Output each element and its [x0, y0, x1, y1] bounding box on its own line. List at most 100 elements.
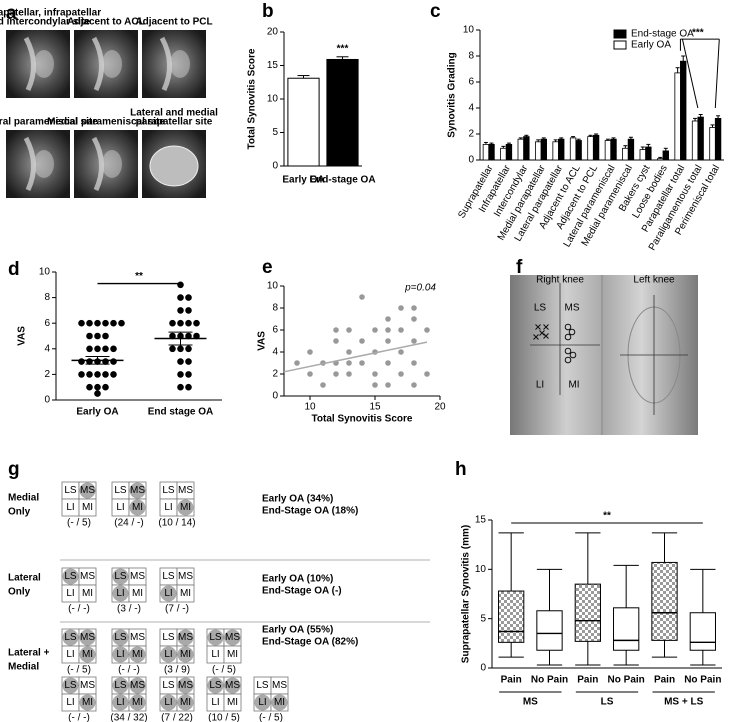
quadrant-label: MS [272, 680, 287, 691]
quadrant-label: MI [180, 588, 191, 599]
quadrant [128, 584, 147, 603]
y-tick-label: 0 [44, 395, 50, 406]
legend-swatch [613, 40, 627, 50]
shaded-region [207, 629, 224, 646]
summary: Early OA (10%) [262, 574, 333, 585]
point [110, 319, 117, 327]
quadrant-label: LS [209, 680, 222, 691]
x-tick-label: No Pain [684, 675, 721, 686]
quadrant-label: LS [162, 680, 175, 691]
x-axis-label: Total Synovitis Score [312, 414, 413, 425]
quadrant-label: MS [80, 632, 95, 643]
point [177, 281, 184, 289]
annotation: p=0.04 [404, 283, 436, 294]
quadrant [223, 645, 242, 664]
point [307, 349, 313, 355]
photo-label: LI [536, 380, 544, 391]
summary: End-Stage OA (18%) [262, 506, 358, 517]
bar [714, 118, 722, 161]
mri-detail [170, 50, 190, 78]
x-tick-label: Pain [654, 675, 675, 686]
box [651, 561, 678, 641]
row-label: Medial [8, 493, 39, 504]
point [102, 332, 109, 340]
point [110, 371, 117, 378]
bar [674, 72, 681, 161]
o-marker [569, 351, 577, 359]
quadrant-label: MI [227, 649, 238, 660]
count-label: (10 / 14) [158, 518, 195, 529]
point [333, 338, 339, 344]
box [536, 610, 563, 651]
box [574, 583, 601, 642]
bar [500, 147, 507, 161]
shaded-region [129, 482, 146, 499]
photo-label: Right knee [536, 275, 584, 286]
y-tick-label: 5 [480, 613, 486, 624]
bar [639, 149, 646, 161]
bar [697, 116, 704, 161]
quadrant-label: LS [162, 632, 175, 643]
point [398, 371, 404, 377]
quadrant-label: LS [209, 632, 222, 643]
count-label: (- / 5) [212, 665, 236, 676]
group-label: LS [601, 697, 614, 708]
point [372, 371, 378, 377]
image-label: Adjacent to PCL [135, 17, 212, 28]
o-marker [564, 356, 572, 364]
point [94, 371, 101, 378]
y-tick-label: 15 [475, 515, 487, 526]
quadrant-label: LI [116, 649, 124, 660]
row-label: Only [8, 507, 31, 518]
point [411, 316, 417, 322]
quadrant [78, 584, 97, 603]
quadrant-label: MI [132, 502, 143, 513]
y-tick-label: 0 [272, 161, 278, 172]
x-marker [535, 324, 541, 330]
shaded-region [207, 677, 224, 694]
point [424, 327, 430, 333]
bar [575, 140, 582, 161]
x-tick-label: 10 [304, 402, 316, 413]
bar [645, 146, 652, 161]
point [94, 345, 101, 353]
panel-label: f [516, 257, 523, 278]
count-label: (- / 5) [259, 713, 283, 722]
x-tick-label: No Pain [531, 675, 568, 686]
quadrant-label: LS [162, 485, 175, 496]
quadrant-label: LS [64, 680, 77, 691]
y-tick-label: 6 [44, 318, 50, 329]
shaded-region [62, 568, 79, 585]
quadrant-label: LS [64, 632, 77, 643]
point [177, 358, 184, 365]
point [346, 349, 352, 355]
y-tick-label: 10 [39, 267, 51, 278]
sig-bracket [681, 38, 699, 109]
point [398, 349, 404, 355]
o-marker [564, 333, 572, 341]
quadrant-label: LI [66, 588, 74, 599]
x-marker [539, 330, 545, 336]
point [193, 319, 200, 327]
box [498, 590, 525, 643]
panel-label: e [262, 257, 273, 278]
count-label: (3 / -) [117, 604, 141, 615]
annotation: *** [337, 43, 349, 54]
bar [552, 141, 559, 161]
y-tick-label: 6 [468, 77, 474, 88]
x-tick-label: Pain [577, 675, 598, 686]
point [78, 319, 85, 327]
quadrant-label: LI [66, 649, 74, 660]
o-marker [564, 323, 572, 331]
mri-detail [23, 136, 36, 192]
bar [482, 143, 490, 161]
point [398, 305, 404, 311]
x-marker [533, 334, 539, 340]
mri-detail [91, 136, 104, 192]
y-tick-label: 10 [463, 25, 475, 36]
quadrant [223, 693, 242, 712]
legend-swatch [613, 29, 627, 39]
y-tick-label: 10 [267, 94, 279, 105]
count-label: (- / -) [118, 665, 140, 676]
point [169, 345, 176, 353]
